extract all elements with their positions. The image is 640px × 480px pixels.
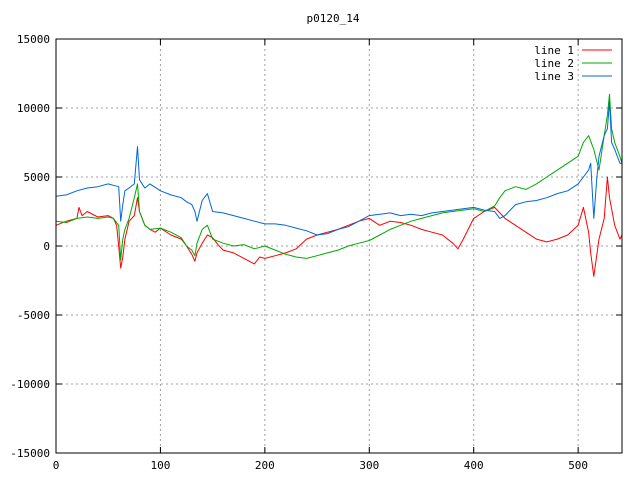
x-tick-label: 400 <box>464 459 484 472</box>
legend-label-2: line 2 <box>534 57 574 70</box>
x-tick-label: 300 <box>359 459 379 472</box>
grid-lines <box>56 39 622 453</box>
legend-label-3: line 3 <box>534 70 574 83</box>
legend-label-1: line 1 <box>534 44 574 57</box>
y-tick-label: -10000 <box>10 378 50 391</box>
x-tick-label: 0 <box>53 459 60 472</box>
y-tick-label: -5000 <box>17 309 50 322</box>
x-tick-label: 500 <box>568 459 588 472</box>
y-tick-label: 15000 <box>17 33 50 46</box>
y-tick-label: -15000 <box>10 447 50 460</box>
y-tick-label: 5000 <box>24 171 51 184</box>
series-line-2 <box>55 93 623 261</box>
x-tick-label: 100 <box>150 459 170 472</box>
series-line-1 <box>55 176 623 277</box>
x-tick-label: 200 <box>255 459 275 472</box>
series-line-3 <box>55 100 622 236</box>
chart-title: p0120_14 <box>307 12 360 25</box>
y-tick-label: 10000 <box>17 102 50 115</box>
series-lines <box>55 93 623 277</box>
axis-ticks: 0 100 200 300 400 500 -15000 -10000 -5000 0 5000 10… <box>10 33 622 472</box>
y-tick-label: 0 <box>43 240 50 253</box>
